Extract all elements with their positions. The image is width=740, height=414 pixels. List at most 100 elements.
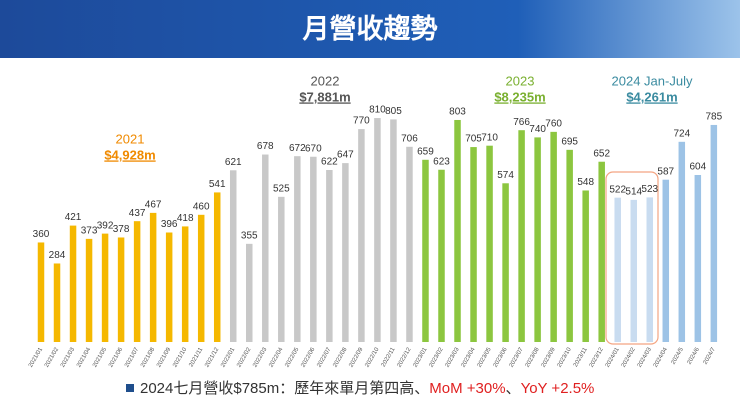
x-tick-label: 2021/10 bbox=[172, 346, 188, 368]
bar bbox=[101, 233, 109, 342]
x-tick-label: 2021/08 bbox=[140, 346, 156, 368]
value-label: 803 bbox=[449, 107, 466, 118]
value-label: 355 bbox=[241, 230, 258, 241]
x-tick-label: 2021/09 bbox=[156, 346, 172, 368]
x-tick-label: 2022/03 bbox=[252, 346, 268, 368]
annotation-total: $4,928m bbox=[104, 147, 155, 162]
value-label: 541 bbox=[209, 179, 226, 190]
bar bbox=[262, 154, 269, 342]
x-tick-label: 2022/06 bbox=[300, 346, 316, 368]
footer-text: 、 bbox=[506, 380, 521, 397]
bar bbox=[326, 170, 333, 342]
footer-highlight: YoY +2.5% bbox=[521, 380, 595, 397]
bar bbox=[454, 119, 461, 343]
bar bbox=[37, 242, 45, 342]
value-label: 378 bbox=[113, 224, 130, 235]
bar bbox=[133, 221, 141, 342]
x-tick-label: 2022/02 bbox=[236, 346, 252, 368]
footer-highlight: MoM +30% bbox=[429, 380, 505, 397]
value-label: 396 bbox=[161, 219, 178, 230]
value-label: 724 bbox=[673, 128, 690, 139]
x-tick-label: 2023/10 bbox=[557, 346, 573, 368]
x-tick-label: 2021/07 bbox=[124, 346, 140, 368]
x-tick-label: 2023/04 bbox=[461, 346, 477, 368]
value-label: 604 bbox=[689, 162, 706, 173]
bar bbox=[486, 145, 493, 342]
header-banner bbox=[0, 0, 740, 58]
bar bbox=[470, 147, 477, 342]
x-tick-label: 2023/05 bbox=[477, 346, 493, 368]
annotation-total: $4,261m bbox=[626, 89, 677, 104]
value-label: 760 bbox=[545, 119, 562, 130]
value-label: 622 bbox=[321, 157, 338, 168]
value-label: 421 bbox=[65, 212, 82, 223]
value-label: 514 bbox=[625, 187, 642, 198]
bar bbox=[358, 129, 365, 342]
value-label: 785 bbox=[705, 112, 722, 123]
x-tick-label: 2022/01 bbox=[220, 346, 236, 368]
bar bbox=[213, 192, 221, 342]
x-tick-label: 2024/01 bbox=[605, 346, 621, 368]
annotation-year: 2022 bbox=[311, 73, 340, 88]
value-label: 659 bbox=[417, 146, 434, 157]
x-tick-label: 2023/01 bbox=[413, 346, 429, 368]
x-tick-label: 2021/04 bbox=[76, 346, 92, 368]
x-tick-label: 2022/04 bbox=[268, 346, 284, 368]
highlight-box bbox=[605, 171, 659, 345]
bar bbox=[598, 161, 605, 342]
bar bbox=[502, 183, 509, 342]
bar bbox=[149, 212, 157, 342]
x-tick-label: 2024/7 bbox=[703, 346, 718, 365]
x-tick-label: 2023/07 bbox=[509, 346, 525, 368]
value-label: 392 bbox=[97, 220, 114, 231]
bar bbox=[229, 170, 237, 342]
bar bbox=[310, 156, 317, 342]
value-label: 523 bbox=[641, 184, 658, 195]
chart-title: 月營收趨勢 bbox=[302, 13, 438, 44]
bar bbox=[342, 163, 349, 342]
x-tick-label: 2024/6 bbox=[687, 346, 702, 365]
value-label: 467 bbox=[145, 200, 162, 211]
value-label: 587 bbox=[657, 166, 674, 177]
value-label: 647 bbox=[337, 150, 354, 161]
bar bbox=[694, 174, 702, 342]
x-tick-label: 2022/11 bbox=[381, 346, 397, 368]
x-tick-label: 2021/03 bbox=[60, 346, 76, 368]
value-label: 548 bbox=[577, 177, 594, 188]
annotation-year: 2024 Jan-July bbox=[612, 73, 693, 88]
bar bbox=[582, 190, 589, 342]
bar bbox=[69, 225, 77, 342]
bar bbox=[614, 197, 621, 342]
value-label: 706 bbox=[401, 133, 418, 144]
x-tick-label: 2022/05 bbox=[284, 346, 300, 368]
bullet bbox=[126, 384, 134, 392]
footer: 2024七月營收$785m：歷年來單月第四高、MoM +30%、YoY +2.5… bbox=[140, 379, 594, 397]
bar bbox=[678, 141, 686, 342]
bar bbox=[246, 243, 253, 342]
value-label: 695 bbox=[561, 136, 578, 147]
value-label: 678 bbox=[257, 141, 274, 152]
bar bbox=[646, 197, 654, 342]
value-label: 705 bbox=[465, 134, 482, 145]
x-tick-label: 2021/01 bbox=[28, 346, 44, 368]
value-label: 652 bbox=[593, 148, 610, 159]
bar bbox=[181, 226, 189, 342]
x-tick-label: 2022/07 bbox=[316, 346, 332, 368]
footer-text: 2024七月營收$785m：歷年來單月第四高、 bbox=[140, 379, 429, 397]
x-tick-label: 2022/12 bbox=[397, 346, 413, 368]
bar bbox=[406, 146, 413, 342]
value-label: 360 bbox=[33, 229, 50, 240]
x-tick-label: 2023/11 bbox=[573, 346, 589, 368]
bar bbox=[53, 263, 61, 342]
value-label: 460 bbox=[193, 201, 210, 212]
value-label: 805 bbox=[385, 106, 402, 117]
value-label: 574 bbox=[497, 170, 514, 181]
x-tick-label: 2023/03 bbox=[445, 346, 461, 368]
x-tick-label: 2021/11 bbox=[188, 346, 204, 368]
bar bbox=[165, 232, 173, 342]
x-tick-label: 2024/03 bbox=[637, 346, 653, 368]
value-label: 672 bbox=[289, 143, 306, 154]
annotation-total: $7,881m bbox=[299, 89, 350, 104]
bar bbox=[117, 237, 125, 342]
